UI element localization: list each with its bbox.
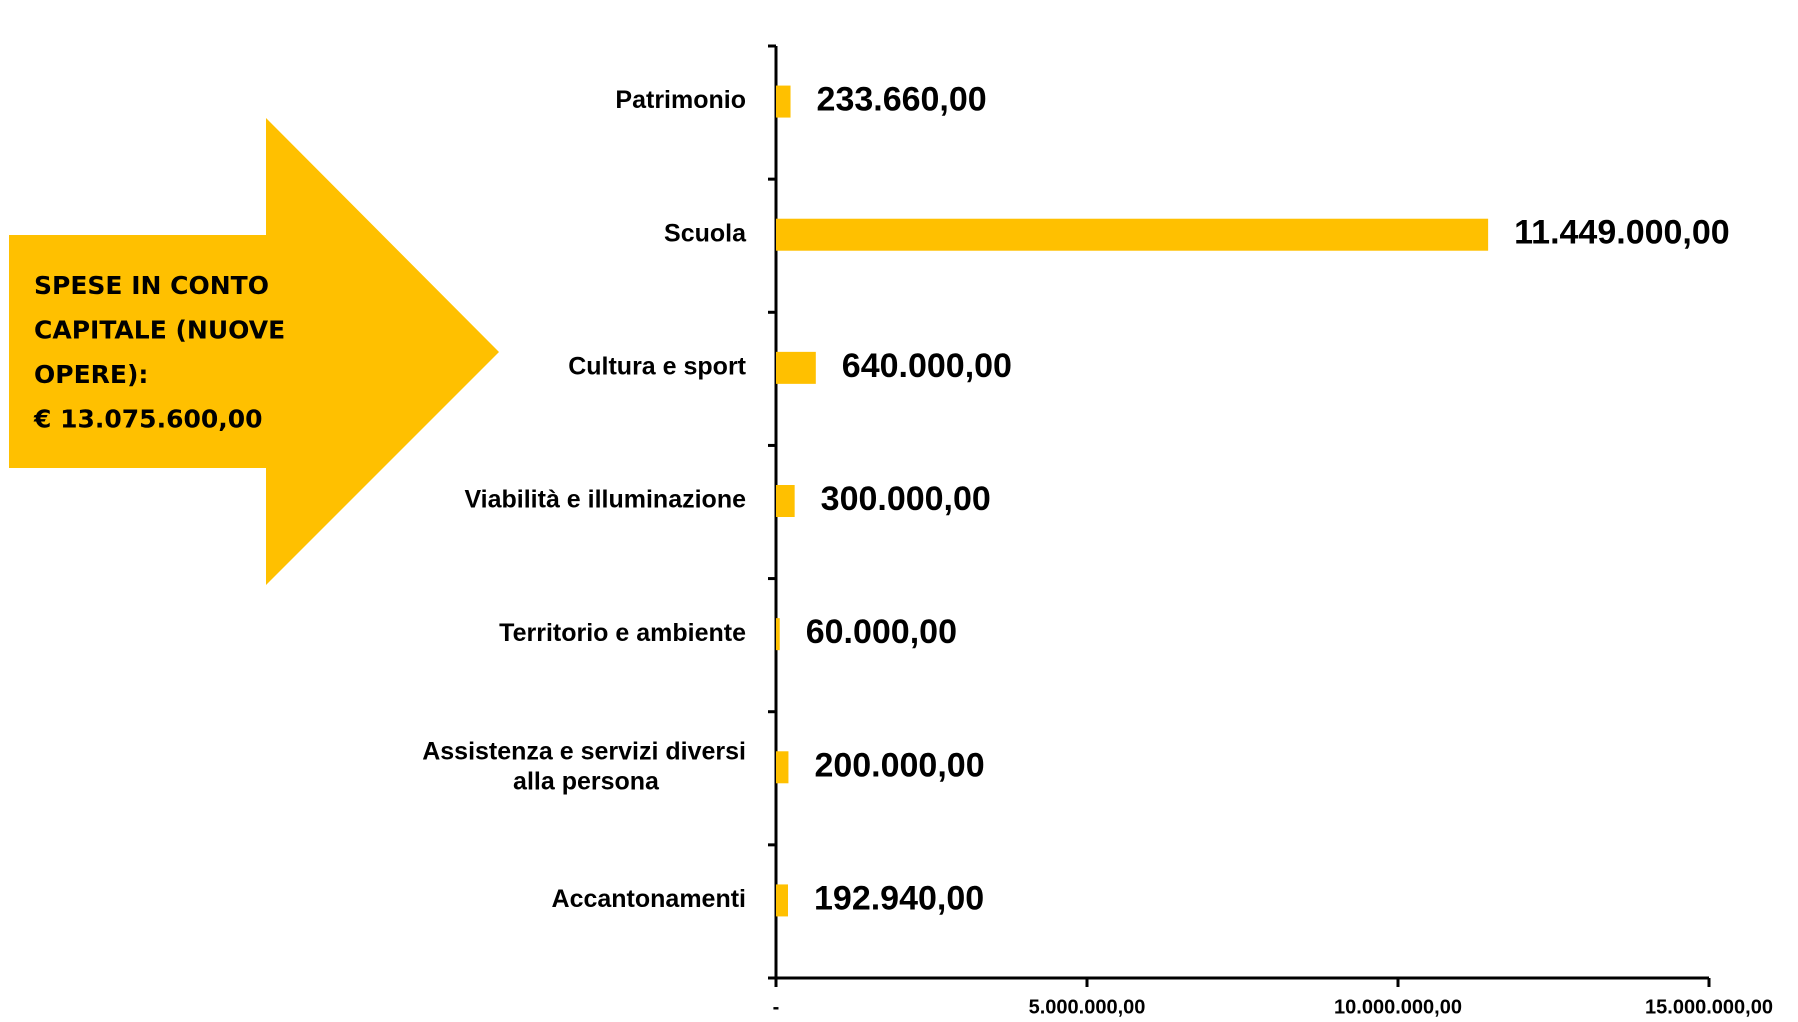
x-tick-label: - bbox=[773, 996, 780, 1018]
bar bbox=[776, 218, 1489, 251]
arrow-callout bbox=[9, 118, 499, 585]
bar bbox=[776, 351, 816, 384]
x-tick-label: 15.000.000,00 bbox=[1645, 996, 1773, 1018]
y-tick-label: Scuola bbox=[664, 219, 747, 247]
y-tick-label: Territorio e ambiente bbox=[499, 619, 746, 647]
value-label: 200.000,00 bbox=[814, 746, 984, 784]
callout-text: OPERE): bbox=[34, 360, 148, 389]
bar bbox=[776, 751, 789, 784]
value-label: 300.000,00 bbox=[821, 480, 991, 518]
y-tick-label: Viabilità e illuminazione bbox=[464, 486, 746, 514]
value-label: 11.449.000,00 bbox=[1514, 214, 1730, 252]
bar bbox=[776, 85, 791, 118]
value-label: 192.940,00 bbox=[814, 879, 984, 917]
callout-text: CAPITALE (NUOVE bbox=[34, 316, 285, 345]
value-label: 640.000,00 bbox=[842, 347, 1012, 385]
y-tick-label: Patrimonio bbox=[615, 86, 746, 114]
bar bbox=[776, 884, 789, 917]
value-label: 60.000,00 bbox=[806, 613, 957, 651]
value-label: 233.660,00 bbox=[817, 81, 987, 119]
bar bbox=[776, 485, 795, 517]
callout-text: SPESE IN CONTO bbox=[34, 271, 269, 300]
callout-text: € 13.075.600,00 bbox=[33, 405, 263, 434]
x-tick-label: 5.000.000,00 bbox=[1029, 996, 1146, 1018]
x-tick-label: 10.000.000,00 bbox=[1334, 996, 1462, 1018]
y-tick-label: Accantonamenti bbox=[552, 885, 746, 913]
bar bbox=[776, 618, 780, 651]
y-tick-label: Cultura e sport bbox=[568, 352, 746, 380]
y-tick-label: Assistenza e servizi diversi alla persona bbox=[422, 737, 746, 795]
